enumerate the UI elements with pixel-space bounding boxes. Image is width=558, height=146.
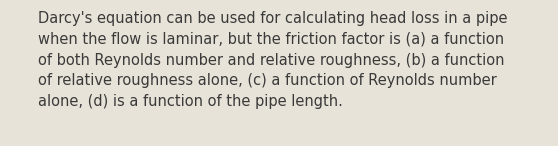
Text: Darcy's equation can be used for calculating head loss in a pipe
when the flow i: Darcy's equation can be used for calcula… xyxy=(38,11,507,109)
